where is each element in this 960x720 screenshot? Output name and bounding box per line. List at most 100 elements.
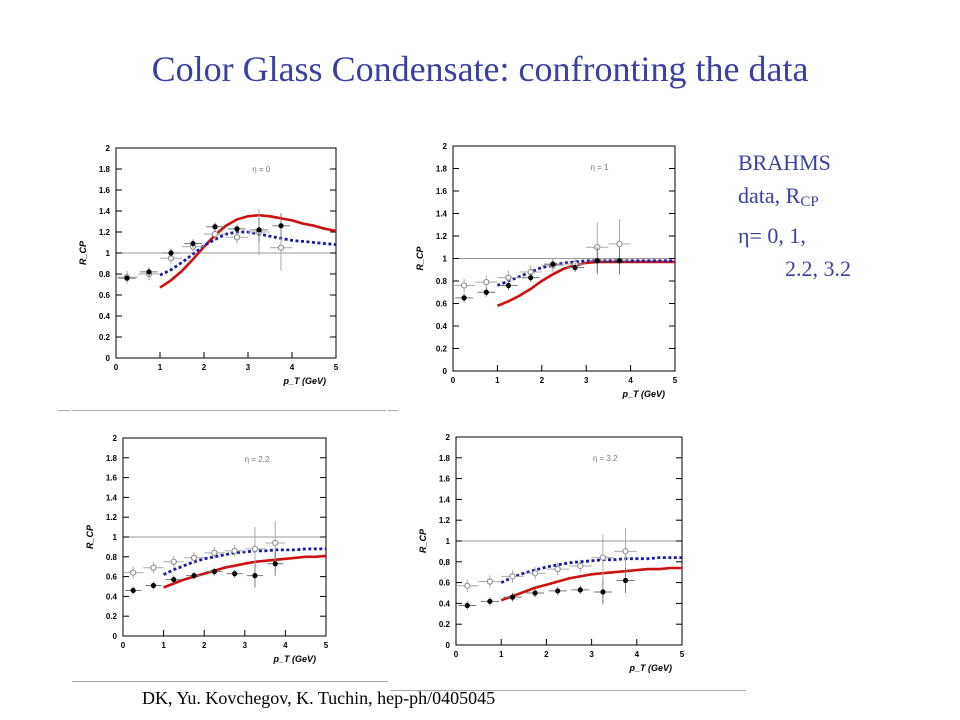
y-tick-label: 0.6 [99,291,111,300]
x-axis-label: p_T (GeV) [282,376,326,386]
filled-data-point [190,240,196,247]
x-tick-label: 4 [635,650,640,659]
open-data-point [233,234,241,241]
y-tick-label: 0.2 [106,612,118,621]
open-data-point [277,244,285,251]
y-tick-label: 1.2 [99,228,111,237]
y-tick-label: 0.2 [436,345,448,354]
y-tick-label: 1.4 [99,207,111,216]
x-tick-label: 1 [158,363,163,372]
side-annotation: BRAHMS data, RCP η= 0, 1, 2.2, 3.2 [738,146,851,285]
open-data-point [211,231,219,238]
open-data-point [251,545,259,552]
eta-label: η = 3.2 [593,454,618,463]
y-tick-label: 0.8 [436,277,448,286]
open-data-point [461,282,468,289]
y-tick-label: 0.8 [439,558,451,567]
x-axis-label: p_T (GeV) [628,663,672,673]
side-line-2-subscript: CP [800,194,819,210]
y-tick-label: 1.4 [436,210,448,219]
open-data-point [150,564,157,571]
x-tick-label: 3 [243,641,248,650]
y-tick-label: 1.8 [439,454,451,463]
y-tick-label: 1.6 [436,187,448,196]
y-tick-label: 1.4 [439,495,451,504]
y-tick-label: 1.8 [436,165,448,174]
y-tick-label: 0.4 [106,592,118,601]
y-axis-label: R_CP [415,246,425,271]
y-tick-label: 1 [113,533,118,542]
open-data-point [577,562,584,570]
y-tick-label: 0.2 [99,333,111,342]
filled-data-point [461,295,467,301]
y-tick-label: 2 [446,433,451,442]
open-data-point [211,549,218,556]
open-data-point [231,547,238,554]
filled-data-point [600,589,606,595]
x-tick-label: 0 [114,363,119,372]
eta-label: η = 2.2 [245,455,270,464]
separator-line [58,410,70,411]
citation-footer: DK, Yu. Kovchegov, K. Tuchin, hep-ph/040… [142,688,496,708]
y-tick-label: 2 [113,434,118,443]
filled-data-point [572,264,578,271]
y-tick-label: 1.2 [439,516,451,525]
separator-line [72,410,386,411]
x-tick-label: 0 [454,650,459,659]
filled-data-point [234,226,240,232]
filled-data-point [577,587,583,593]
filled-data-point [532,590,538,596]
filled-data-point [509,594,516,600]
dashed-theory-curve [500,556,682,584]
y-axis-label: R_CP [78,240,88,265]
filled-data-point [464,602,470,609]
separator-line [390,690,746,691]
side-line-3: η= 0, 1, [738,223,806,248]
filled-data-point [171,576,177,583]
solid-theory-curve [159,213,337,289]
open-data-point [170,558,177,565]
y-axis-label: R_CP [418,528,428,553]
open-data-point [622,548,629,555]
side-line-2: data, RCP [738,179,851,219]
y-tick-label: 2 [443,142,448,151]
filled-data-point [622,577,629,584]
filled-data-point [550,261,556,267]
open-data-point [532,570,539,577]
open-data-point [509,573,516,580]
open-data-point [486,578,493,585]
slide-title: Color Glass Condensate: confronting the … [151,49,809,89]
open-data-point [483,279,490,286]
side-line-2-prefix: data, R [738,183,801,208]
open-data-point [616,240,623,247]
y-tick-label: 1.8 [99,165,111,174]
x-tick-label: 1 [161,641,166,650]
y-tick-label: 2 [106,144,111,153]
filled-data-point [168,250,174,256]
dashed-theory-curve [162,547,326,576]
y-tick-label: 0.6 [106,573,118,582]
open-data-point [599,554,607,561]
filled-data-point [146,269,152,275]
filled-data-point [130,587,136,594]
y-tick-label: 0.6 [436,300,448,309]
x-tick-label: 0 [121,641,126,650]
side-line-4: 2.2, 3.2 [785,256,851,281]
y-tick-label: 1.4 [106,493,118,502]
separator-line [388,410,398,411]
filled-data-point [212,224,218,230]
y-tick-label: 1.2 [106,513,118,522]
x-tick-label: 1 [495,376,500,385]
x-tick-label: 4 [290,363,295,372]
filled-data-point [483,289,489,295]
filled-data-point [278,223,284,229]
filled-data-point [487,598,493,604]
y-tick-label: 0.8 [99,270,111,279]
eta-label: η = 0 [252,165,271,174]
x-tick-label: 4 [628,376,633,385]
x-tick-label: 2 [540,376,545,385]
filled-data-point [555,588,561,594]
